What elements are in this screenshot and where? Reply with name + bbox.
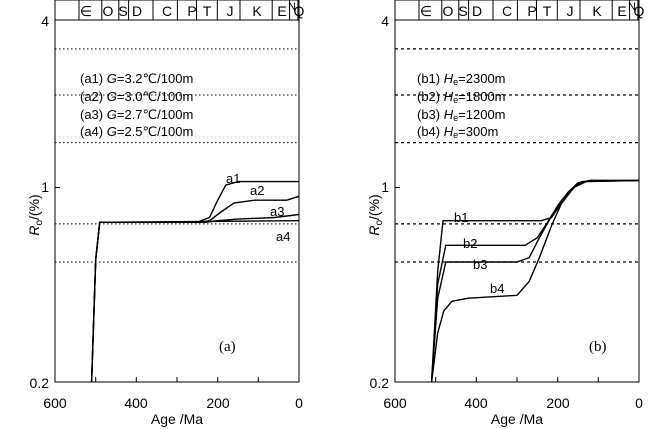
period-label: ∈ xyxy=(80,3,92,19)
panel-label: (a) xyxy=(219,339,236,355)
period-label: K xyxy=(592,3,602,19)
period-label: O xyxy=(443,3,454,19)
period-label: P xyxy=(187,3,196,19)
period-label: E xyxy=(277,3,286,19)
y-axis-label: Ro/(%) xyxy=(366,194,385,235)
x-tick-label: 0 xyxy=(635,395,643,411)
period-label: D xyxy=(472,3,482,19)
panel-a: ∈ O S D C P T J K E N Q (a1) G=3.2℃/100m… xyxy=(26,0,305,427)
curves xyxy=(90,180,300,383)
y-tick-label: 1 xyxy=(41,179,49,195)
curve-label-b3: b3 xyxy=(473,257,487,272)
period-label: D xyxy=(132,3,142,19)
legend: (a1) G=3.2℃/100m (a2) G=3.0℃/100m (a3) G… xyxy=(80,71,193,139)
stratigraphy-labels: ∈ O S D C P T J K E N Q xyxy=(420,1,645,19)
legend-item: (a4) G=2.5℃/100m xyxy=(80,124,193,139)
axis-ticks xyxy=(54,19,300,383)
series-line-a3 xyxy=(90,213,300,383)
legend-item: (a1) G=3.2℃/100m xyxy=(80,71,193,86)
stratigraphy-bar xyxy=(54,0,300,21)
x-tick-label: 600 xyxy=(383,395,407,411)
stratigraphy-tick-lines xyxy=(78,0,299,20)
series-line-a4 xyxy=(90,220,300,383)
period-label: Q xyxy=(634,3,645,19)
y-tick-label: 0.2 xyxy=(30,375,50,391)
period-label: S xyxy=(118,3,127,19)
period-label: K xyxy=(252,3,262,19)
legend: (b1) He=2300m (b2) He=1800m (b3) He=1200… xyxy=(417,71,506,140)
legend-item: (a3) G=2.7℃/100m xyxy=(80,107,193,122)
curve-label-a3: a3 xyxy=(270,204,284,219)
legend-item: (b4) He=300m xyxy=(417,124,498,140)
period-label: S xyxy=(458,3,467,19)
period-label: T xyxy=(543,3,552,19)
legend-item: (b3) He=1200m xyxy=(417,107,506,123)
period-label: N xyxy=(628,1,636,13)
y-tick-label: 4 xyxy=(381,13,389,29)
period-label: E xyxy=(617,3,626,19)
y-axis-label: Ro/(%) xyxy=(26,194,45,235)
stratigraphy-tick-lines xyxy=(418,0,639,20)
curves xyxy=(430,179,640,383)
legend-item: (b1) He=2300m xyxy=(417,71,506,87)
period-label: C xyxy=(502,3,512,19)
x-tick-label: 400 xyxy=(124,395,148,411)
legend-item: (a2) G=3.0℃/100m xyxy=(80,89,193,104)
series-line-a1 xyxy=(90,180,299,383)
y-tick-label: 4 xyxy=(41,13,49,29)
series-line-b4 xyxy=(430,179,640,383)
period-label: O xyxy=(103,3,114,19)
curve-label-b4: b4 xyxy=(490,281,504,296)
curve-label-b1: b1 xyxy=(454,210,468,225)
x-tick-label: 200 xyxy=(206,395,230,411)
period-label: Q xyxy=(294,3,305,19)
y-tick-label: 0.2 xyxy=(370,375,390,391)
x-tick-label: 600 xyxy=(43,395,67,411)
panel-b: ∈ O S D C P T J K E N Q (b1) He=2300m (b… xyxy=(366,0,645,427)
curve-label-a1: a1 xyxy=(226,171,240,186)
period-label: J xyxy=(567,3,574,19)
period-label: C xyxy=(162,3,172,19)
x-tick-label: 400 xyxy=(464,395,488,411)
y-tick-label: 1 xyxy=(381,179,389,195)
axis-ticks xyxy=(394,19,640,383)
panel-label: (b) xyxy=(589,339,607,355)
curve-labels: b1 b2 b3 b4 xyxy=(454,210,504,296)
stratigraphy-labels: ∈ O S D C P T J K E N Q xyxy=(80,1,305,19)
x-axis-label: Age /Ma xyxy=(491,411,543,427)
curve-label-a4: a4 xyxy=(276,229,290,244)
period-label: N xyxy=(288,1,296,13)
period-label: P xyxy=(527,3,536,19)
x-tick-label: 0 xyxy=(295,395,303,411)
stratigraphy-bar xyxy=(394,0,640,21)
curve-labels: a1 a2 a3 a4 xyxy=(226,171,290,244)
x-axis-label: Age /Ma xyxy=(151,411,203,427)
period-label: ∈ xyxy=(420,3,432,19)
curve-label-a2: a2 xyxy=(250,183,264,198)
curve-label-b2: b2 xyxy=(463,236,477,251)
x-tick-label: 200 xyxy=(546,395,570,411)
period-label: J xyxy=(227,3,234,19)
period-label: T xyxy=(203,3,212,19)
legend-item: (b2) He=1800m xyxy=(417,89,506,105)
